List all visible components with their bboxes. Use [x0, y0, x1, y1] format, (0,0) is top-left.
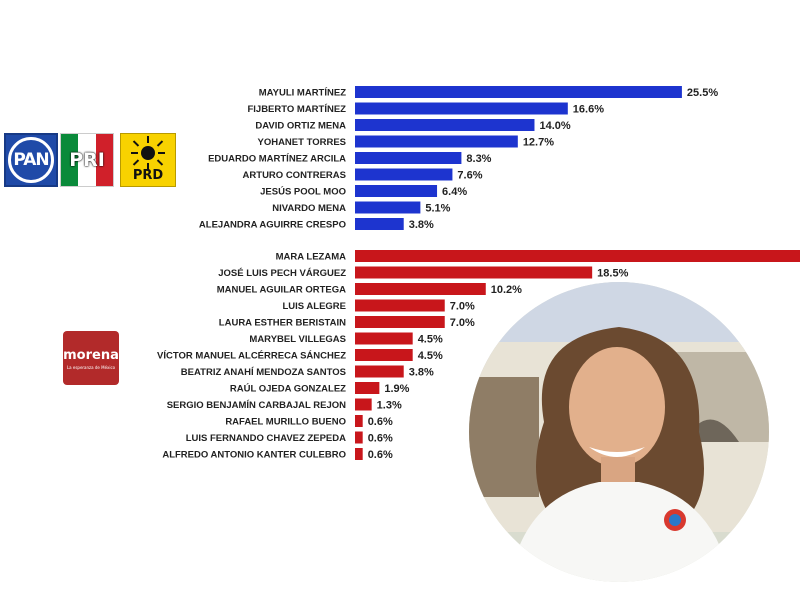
category-label: DAVID ORTIZ MENA: [255, 121, 346, 132]
value-label: 1.3%: [377, 400, 402, 412]
sun-icon: [131, 136, 165, 170]
category-label: MARYBEL VILLEGAS: [249, 334, 346, 345]
category-label: LAURA ESTHER BERISTAIN: [219, 318, 346, 329]
value-label: 7.6%: [457, 170, 482, 182]
pri-logo-text: PRI: [69, 149, 105, 171]
bar: [355, 185, 438, 197]
bar: [355, 365, 404, 378]
value-label: 1.9%: [384, 383, 409, 395]
category-label: JOSÉ LUIS PECH VÁRGUEZ: [218, 268, 346, 279]
category-label: ALEJANDRA AGUIRRE CRESPO: [199, 220, 346, 231]
bar: [355, 398, 372, 411]
bar: [355, 332, 413, 345]
bar: [355, 135, 518, 148]
bar: [355, 152, 462, 164]
candidate-photo: [469, 282, 769, 582]
category-label: RAÚL OJEDA GONZALEZ: [230, 383, 346, 395]
bar: [355, 201, 421, 214]
bar: [355, 218, 404, 230]
category-label: MAYULI MARTÍNEZ: [259, 88, 346, 99]
bar: [355, 299, 445, 312]
value-label: 6.4%: [442, 186, 467, 198]
bar: [355, 316, 445, 328]
category-label: JESÚS POOL MOO: [260, 186, 346, 198]
category-label: MARA LEZAMA: [276, 252, 346, 263]
value-label: 12.7%: [523, 137, 554, 149]
value-label: 0.6%: [368, 416, 393, 428]
value-label: 14.0%: [539, 120, 570, 132]
bar: [355, 448, 363, 460]
pri-logo: PRI: [60, 133, 114, 187]
bar: [355, 168, 453, 181]
prd-logo-text: PRD: [132, 168, 164, 183]
category-label: MANUEL AGUILAR ORTEGA: [217, 285, 346, 296]
category-label: NIVARDO MENA: [272, 203, 346, 214]
value-label: 10.2%: [491, 284, 522, 296]
value-label: 18.5%: [597, 268, 628, 280]
morena-logo-tagline: La esperanza de México: [66, 365, 116, 370]
value-label: 5.1%: [425, 203, 450, 215]
pan-logo: PAN: [4, 133, 58, 187]
bar: [355, 415, 363, 427]
bar: [355, 119, 535, 131]
category-label: VÍCTOR MANUEL ALCÉRRECA SÁNCHEZ: [157, 351, 346, 362]
value-label: 7.0%: [450, 317, 475, 329]
morena-logo: morena La esperanza de México: [63, 331, 119, 385]
category-label: LUIS ALEGRE: [282, 301, 346, 312]
value-label: 4.5%: [418, 350, 443, 362]
bar: [355, 283, 486, 295]
value-label: 0.6%: [368, 449, 393, 461]
morena-logo-text: morena: [63, 348, 119, 363]
value-label: 8.3%: [466, 153, 491, 165]
bar: [355, 431, 363, 444]
value-label: 4.5%: [418, 334, 443, 346]
category-label: EDUARDO MARTÍNEZ ARCILA: [208, 154, 346, 165]
bar: [355, 102, 568, 115]
value-label: 25.5%: [687, 87, 718, 99]
bar: [355, 86, 682, 98]
bar: [355, 250, 800, 262]
value-label: 3.8%: [409, 219, 434, 231]
value-label: 0.6%: [368, 433, 393, 445]
value-label: 16.6%: [573, 104, 604, 116]
bar: [355, 266, 593, 279]
value-label: 3.8%: [409, 367, 434, 379]
value-label: 7.0%: [450, 301, 475, 313]
bar: [355, 349, 413, 361]
category-label: ALFREDO ANTONIO KANTER CULEBRO: [162, 450, 346, 461]
category-label: FIJBERTO MARTÍNEZ: [247, 104, 346, 115]
prd-logo: PRD: [120, 133, 176, 187]
category-label: ARTURO CONTRERAS: [243, 170, 346, 181]
category-label: YOHANET TORRES: [257, 137, 346, 148]
category-label: SERGIO BENJAMÍN CARBAJAL REJON: [167, 400, 346, 411]
pan-logo-text: PAN: [13, 150, 49, 170]
category-label: RAFAEL MURILLO BUENO: [225, 417, 346, 428]
category-label: LUIS FERNANDO CHAVEZ ZEPEDA: [186, 433, 346, 444]
category-label: BEATRIZ ANAHÍ MENDOZA SANTOS: [181, 367, 346, 378]
bar: [355, 382, 380, 394]
